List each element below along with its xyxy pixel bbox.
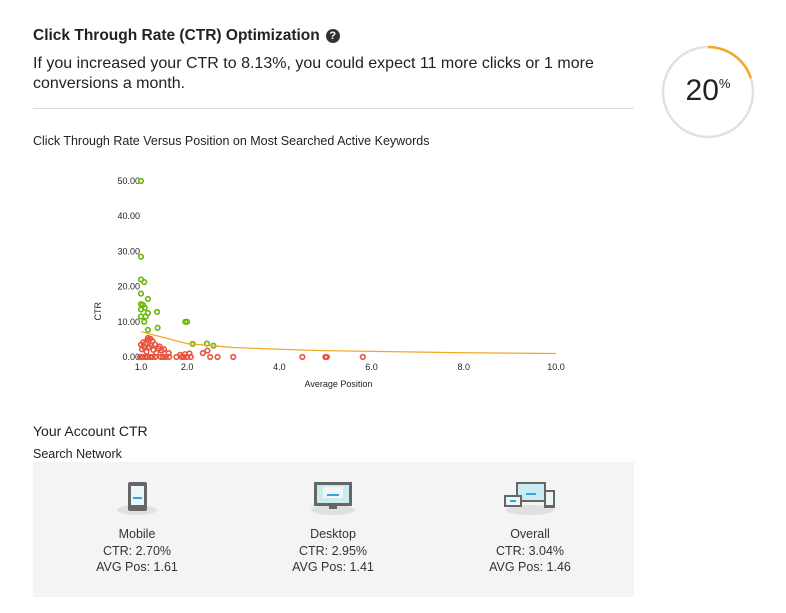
network-label: Search Network — [33, 447, 122, 461]
data-point-above — [184, 318, 191, 325]
data-point-below — [140, 343, 147, 350]
data-point-below — [144, 337, 151, 344]
data-point-below — [204, 347, 211, 354]
x-axis-label: Average Position — [305, 379, 373, 389]
data-point-below — [160, 346, 168, 353]
data-point-above — [203, 340, 211, 347]
data-point-below — [165, 350, 172, 357]
data-point-above — [144, 326, 152, 333]
data-point-above — [141, 318, 148, 325]
data-point-above — [144, 295, 152, 303]
account-ctr-heading: Your Account CTR — [33, 423, 148, 439]
y-tick-label: 10.00 — [117, 317, 140, 327]
data-point-above — [141, 278, 148, 286]
data-point-above — [137, 253, 145, 260]
ctr-scatter-chart: 0.00 10.00 20.00 30.00 40.00 50.00 1.0 2.0 4.0 6.… — [93, 176, 565, 389]
x-tick-label: 10.0 — [547, 362, 565, 372]
mobile-icon — [117, 482, 157, 515]
x-tick-label: 4.0 — [273, 362, 286, 372]
data-point-below — [160, 353, 167, 361]
x-tick-label: 8.0 — [458, 362, 471, 372]
question-circle-icon[interactable]: ? — [325, 29, 340, 43]
data-point-below — [359, 353, 366, 361]
data-point-below — [149, 353, 156, 361]
ctr-summary: If you increased your CTR to 8.13%, you … — [33, 55, 594, 92]
y-axis-label: CTR — [93, 301, 103, 320]
data-point-below — [143, 348, 150, 355]
y-tick-label: 30.00 — [117, 246, 140, 256]
y-tick-label: 0.00 — [122, 352, 140, 362]
data-point-above — [154, 324, 161, 331]
x-tick-label: 2.0 — [181, 362, 194, 372]
data-point-above — [154, 308, 161, 316]
chart-title: Click Through Rate Versus Position on Mo… — [33, 134, 430, 148]
data-point-below — [207, 353, 214, 361]
trend-line — [140, 331, 557, 355]
data-point-below — [214, 353, 221, 361]
data-point-below — [199, 350, 206, 357]
data-point-below — [162, 353, 169, 361]
data-point-above — [137, 306, 145, 313]
y-tick-label: 20.00 — [117, 282, 140, 292]
y-tick-label: 40.00 — [117, 211, 140, 221]
desktop-icon — [311, 482, 355, 515]
data-point-below — [149, 338, 156, 345]
data-point-below — [323, 353, 330, 361]
device-desktop: Desktop CTR: 2.95% AVG Pos: 1.41 — [253, 480, 413, 576]
gauge-value: 20% — [685, 74, 731, 107]
y-tick-label: 50.00 — [117, 176, 140, 186]
multi-device-icon — [504, 482, 555, 515]
data-point-above — [137, 177, 145, 185]
data-point-below — [186, 350, 193, 357]
x-tick-label: 1.0 — [135, 362, 148, 372]
data-point-above — [137, 313, 145, 320]
device-overall: Overall CTR: 3.04% AVG Pos: 1.46 — [450, 480, 610, 576]
data-point-above — [137, 290, 145, 297]
data-point-below — [299, 353, 306, 361]
progress-gauge — [661, 45, 755, 139]
divider — [33, 108, 634, 109]
gauge-fill — [661, 45, 755, 139]
device-mobile: Mobile CTR: 2.70% AVG Pos: 1.61 — [57, 480, 217, 576]
data-point-below — [230, 353, 237, 361]
x-tick-label: 6.0 — [365, 362, 378, 372]
device-ctr-panel: Mobile CTR: 2.70% AVG Pos: 1.61 Desktop … — [33, 462, 634, 597]
page-title: Click Through Rate (CTR) Optimization? — [33, 27, 340, 45]
